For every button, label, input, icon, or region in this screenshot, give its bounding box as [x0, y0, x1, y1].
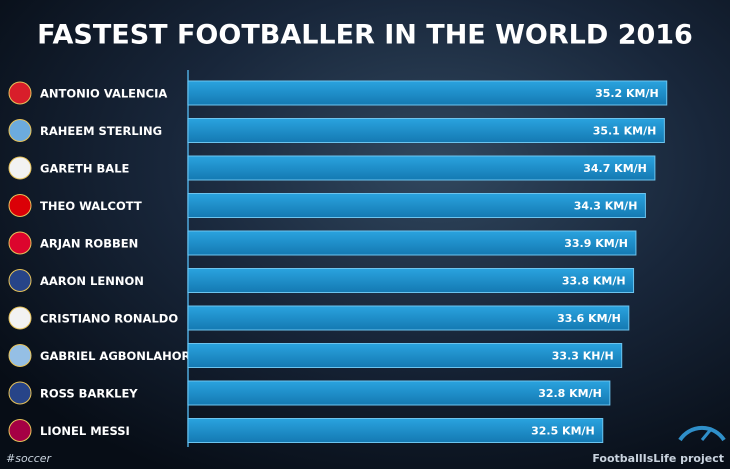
- chart-title: FASTEST FOOTBALLER IN THE WORLD 2016: [37, 20, 693, 51]
- credit-right: FootballIsLife project: [592, 452, 724, 465]
- credit-left: #soccer: [6, 452, 53, 465]
- bar: [187, 118, 665, 143]
- category-label: ARJAN ROBBEN: [40, 237, 138, 251]
- category-label: ANTONIO VALENCIA: [40, 87, 167, 101]
- category-label: LIONEL MESSI: [40, 424, 130, 438]
- value-label: 34.3 KM/H: [574, 200, 638, 213]
- category-label: CRISTIANO RONALDO: [40, 312, 178, 326]
- value-label: 33.3 KH/H: [552, 350, 614, 363]
- bar: [187, 268, 635, 293]
- value-label: 32.8 KM/H: [538, 387, 602, 400]
- club-logo: [8, 119, 32, 142]
- category-label: GABRIEL AGBONLAHOR: [40, 349, 191, 363]
- club-logo: [8, 156, 32, 180]
- club-logo: [8, 269, 32, 292]
- value-label: 33.9 KM/H: [564, 237, 628, 250]
- club-logo: [8, 306, 32, 330]
- value-label: 33.6 KM/H: [557, 312, 621, 325]
- category-label: RAHEEM STERLING: [40, 124, 162, 138]
- speedometer-icon: [678, 425, 726, 442]
- bar: [187, 155, 656, 181]
- value-label: 32.5 KM/H: [531, 425, 595, 438]
- bar: [187, 305, 630, 331]
- value-label: 34.7 KM/H: [583, 162, 647, 175]
- category-label: GARETH BALE: [40, 162, 130, 176]
- category-label: ROSS BARKLEY: [40, 387, 138, 401]
- category-label: AARON LENNON: [40, 274, 144, 288]
- value-label: 35.1 KM/H: [593, 125, 657, 138]
- club-logo: [8, 344, 32, 367]
- category-label: THEO WALCOTT: [40, 199, 142, 213]
- bar: [187, 418, 604, 443]
- club-logo: [8, 381, 32, 405]
- club-logo: [8, 419, 32, 442]
- value-label: 35.2 KM/H: [595, 87, 659, 100]
- club-logo: [8, 231, 32, 255]
- bar: [187, 343, 623, 368]
- bar: [187, 230, 637, 256]
- bar: [187, 380, 611, 406]
- club-logo: [8, 81, 32, 105]
- value-label: 33.8 KM/H: [562, 275, 626, 288]
- bar: [187, 80, 668, 106]
- club-logo: [8, 194, 32, 217]
- bar: [187, 193, 646, 218]
